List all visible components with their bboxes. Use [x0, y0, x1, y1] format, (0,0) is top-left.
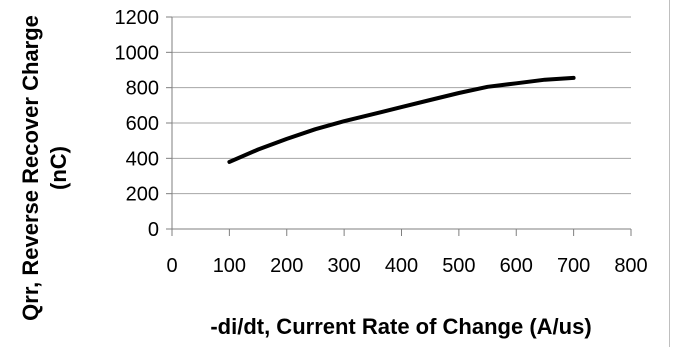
x-axis-title: -di/dt, Current Rate of Change (A/us): [210, 314, 591, 339]
frame-border: [669, 0, 670, 347]
x-tick-label: 100: [213, 255, 246, 277]
x-tick-label: 0: [166, 255, 177, 277]
series-line-0: [227, 75, 576, 164]
axes: [166, 16, 632, 236]
x-tick-label: 500: [442, 255, 475, 277]
y-tick-label: 600: [126, 113, 159, 135]
y-tick-label: 400: [126, 148, 159, 170]
x-tick-label: 600: [500, 255, 533, 277]
y-tick-label: 1200: [115, 7, 160, 29]
x-tick-label: 700: [557, 255, 590, 277]
y-axis-title-line2: (nC): [46, 146, 71, 190]
x-tick-label: 300: [327, 255, 360, 277]
series-layer: [227, 75, 576, 164]
grid-lines: [172, 16, 631, 195]
y-tick-label: 200: [126, 184, 159, 206]
y-axis-title-line1: Qrr, Reverse Recover Charge: [18, 15, 43, 321]
y-tick-label: 1000: [115, 42, 160, 64]
y-tick-label: 800: [126, 78, 159, 100]
tick-labels: 0 200 400 600 800 1000 1200 0 100 200 300 400 500 600…: [115, 7, 648, 277]
x-tick-label: 400: [385, 255, 418, 277]
y-tick-label: 0: [148, 219, 159, 241]
x-tick-label: 800: [614, 255, 647, 277]
x-tick-label: 200: [270, 255, 303, 277]
